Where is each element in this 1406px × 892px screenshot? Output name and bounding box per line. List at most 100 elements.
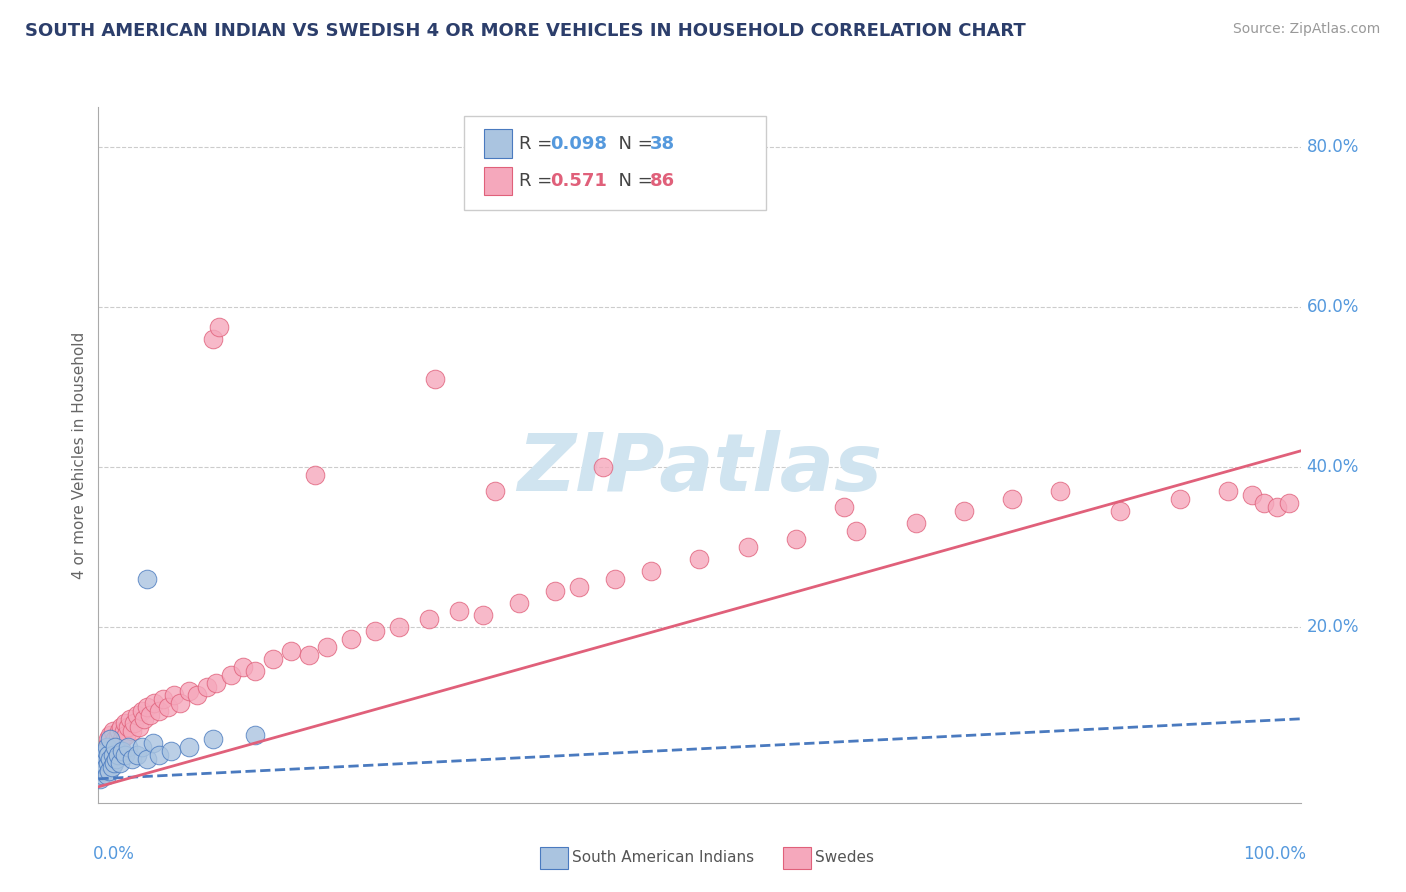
Text: 0.098: 0.098 <box>550 135 607 153</box>
Point <box>115 728 138 742</box>
Point <box>447 604 470 618</box>
Text: R =: R = <box>519 172 558 190</box>
Text: 80.0%: 80.0% <box>1306 138 1360 156</box>
Text: 0.571: 0.571 <box>550 172 606 190</box>
Point <box>94 744 117 758</box>
Point <box>114 747 136 762</box>
Point <box>100 731 122 746</box>
Point <box>96 768 118 782</box>
Point <box>131 739 153 754</box>
Point <box>125 707 148 722</box>
Text: 0.0%: 0.0% <box>93 845 135 863</box>
Point <box>148 747 170 762</box>
Point <box>1001 491 1024 506</box>
Point <box>107 747 129 762</box>
Text: South American Indians: South American Indians <box>572 850 755 864</box>
Point <box>97 747 120 762</box>
Point <box>592 459 614 474</box>
Point <box>103 756 125 770</box>
Point <box>201 731 224 746</box>
Point <box>1277 496 1299 510</box>
Point <box>91 752 114 766</box>
Point <box>388 620 411 634</box>
Text: 20.0%: 20.0% <box>1306 618 1360 636</box>
Point <box>104 739 127 754</box>
Point <box>121 723 143 738</box>
Point <box>97 747 120 762</box>
Point <box>418 612 440 626</box>
Point <box>94 739 117 754</box>
Point <box>90 760 112 774</box>
Point <box>243 728 266 742</box>
Point <box>124 715 146 730</box>
Point <box>340 632 363 646</box>
Point <box>169 696 191 710</box>
Point <box>100 747 122 762</box>
Point <box>845 524 868 538</box>
Point <box>101 723 124 738</box>
Point <box>152 691 174 706</box>
Point <box>148 704 170 718</box>
Point <box>298 648 321 662</box>
Point <box>508 596 530 610</box>
Point <box>128 720 150 734</box>
Text: N =: N = <box>607 172 659 190</box>
Point <box>605 572 627 586</box>
Point <box>131 704 153 718</box>
Point <box>139 707 162 722</box>
Point <box>96 739 118 754</box>
Point <box>117 720 139 734</box>
Point <box>118 712 141 726</box>
Point <box>121 752 143 766</box>
Point <box>100 728 122 742</box>
Point <box>1253 496 1275 510</box>
Point <box>304 467 326 482</box>
Point <box>544 583 567 598</box>
Point <box>97 756 120 770</box>
Text: R =: R = <box>519 135 558 153</box>
Point <box>688 552 710 566</box>
Point <box>232 660 254 674</box>
Point <box>163 688 186 702</box>
Y-axis label: 4 or more Vehicles in Household: 4 or more Vehicles in Household <box>72 331 87 579</box>
Point <box>108 723 131 738</box>
Point <box>108 756 131 770</box>
Point <box>107 728 129 742</box>
Point <box>125 747 148 762</box>
Text: 38: 38 <box>650 135 675 153</box>
Point <box>90 764 112 778</box>
Point <box>315 640 337 654</box>
Point <box>472 607 495 622</box>
Point <box>105 739 128 754</box>
Text: 86: 86 <box>650 172 675 190</box>
Point <box>208 320 231 334</box>
Point <box>111 731 134 746</box>
Point <box>103 744 125 758</box>
Point <box>484 483 506 498</box>
Point <box>93 760 115 774</box>
Text: 40.0%: 40.0% <box>1306 458 1360 476</box>
Text: Swedes: Swedes <box>815 850 875 864</box>
Point <box>94 756 117 770</box>
Point <box>97 731 120 746</box>
Point <box>110 720 132 734</box>
Point <box>737 540 759 554</box>
Text: SOUTH AMERICAN INDIAN VS SWEDISH 4 OR MORE VEHICLES IN HOUSEHOLD CORRELATION CHA: SOUTH AMERICAN INDIAN VS SWEDISH 4 OR MO… <box>25 22 1026 40</box>
Point <box>101 747 124 762</box>
Point <box>205 676 228 690</box>
Point <box>1049 483 1071 498</box>
Text: 100.0%: 100.0% <box>1243 845 1306 863</box>
Point <box>832 500 855 514</box>
Point <box>135 752 157 766</box>
Point <box>142 696 165 710</box>
Point <box>243 664 266 678</box>
Point <box>640 564 662 578</box>
Point <box>177 739 200 754</box>
Point <box>1265 500 1288 514</box>
Point <box>132 712 155 726</box>
Point <box>91 756 114 770</box>
Point <box>104 731 127 746</box>
Point <box>195 680 218 694</box>
Point <box>100 760 122 774</box>
Point <box>904 516 927 530</box>
